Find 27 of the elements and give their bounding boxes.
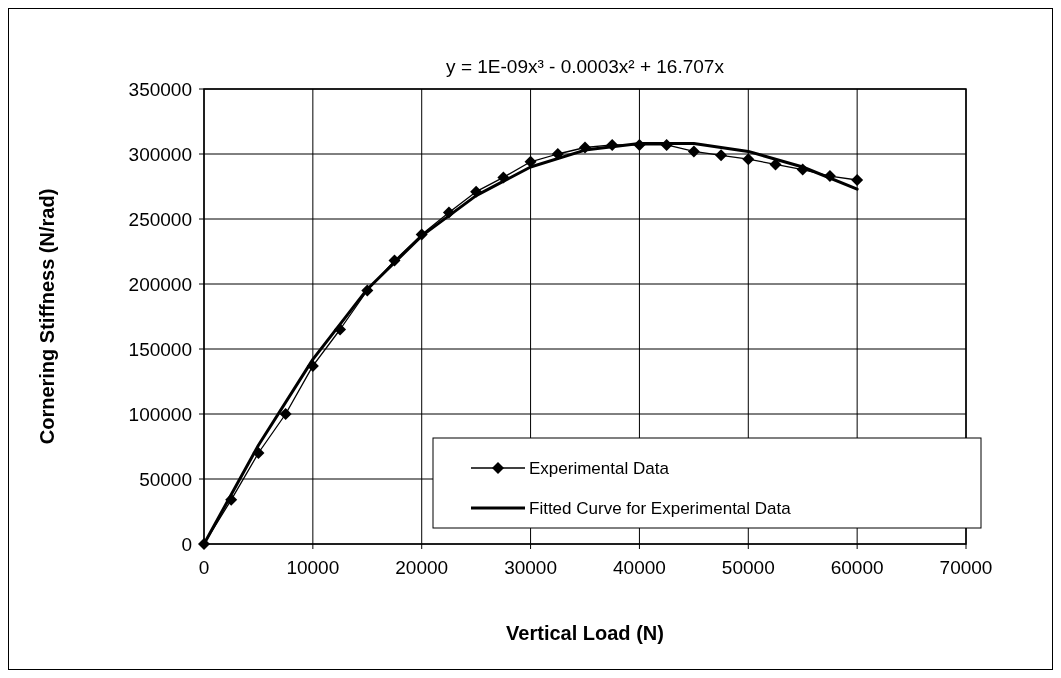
y-tick-label: 250000 [128,209,192,230]
chart-title: y = 1E-09x³ - 0.0003x² + 16.707x [446,56,725,77]
x-tick-label: 30000 [504,557,557,578]
point [687,145,700,158]
x-tick-label: 60000 [830,557,884,578]
x-tick-label: 20000 [395,557,449,578]
x-tick-label: 50000 [721,557,775,578]
x-tick-label: 70000 [939,557,993,578]
y-tick-label: 100000 [128,404,192,425]
y-tick-label: 350000 [128,79,192,100]
x-tick-label: 10000 [286,557,340,578]
point [524,155,537,168]
y-axis-title: Cornering Stiffness (N/rad) [36,188,58,445]
y-tick-label: 50000 [139,469,192,490]
y-tick-label: 200000 [128,274,192,295]
point [851,174,864,186]
legend-label: Fitted Curve for Experimental Data [529,499,792,518]
x-tick-label: 40000 [613,557,666,578]
legend-label: Experimental Data [529,459,670,478]
point [715,149,728,162]
y-tick-label: 300000 [128,144,192,165]
x-axis-title: Vertical Load (N) [506,622,664,644]
y-tick-label: 0 [181,534,192,555]
y-tick-label: 150000 [128,339,192,360]
x-tick-label: 0 [198,557,210,578]
point [279,408,292,420]
point [742,153,755,166]
